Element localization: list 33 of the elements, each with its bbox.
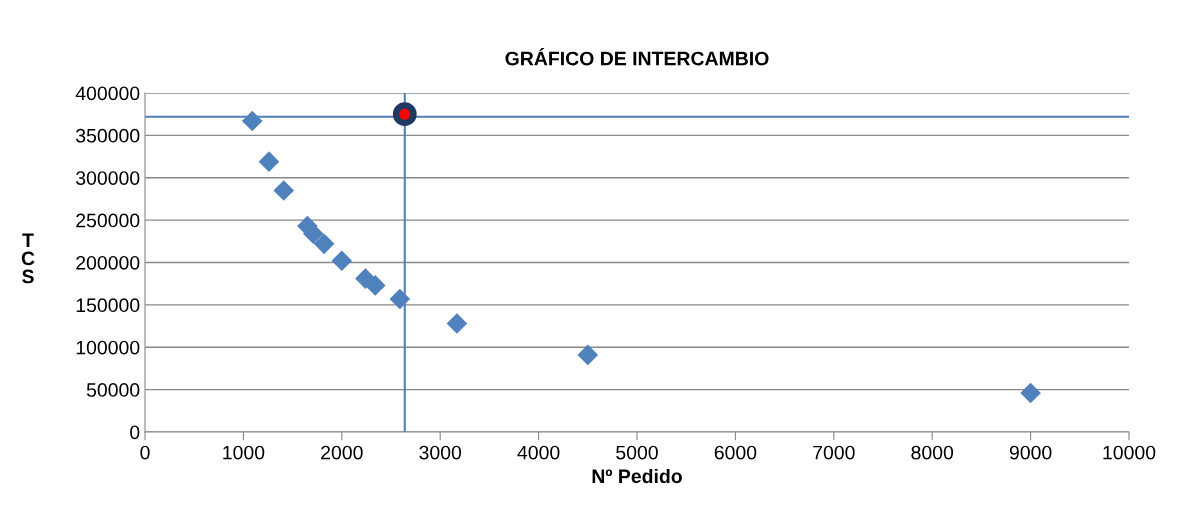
y-tick-label: 50000 <box>86 383 140 397</box>
y-tick-label: 150000 <box>76 298 140 313</box>
point <box>364 275 386 296</box>
y-axis-title: TCS <box>21 233 35 284</box>
x-tick-label: 5000 <box>616 445 658 460</box>
x-axis-title: Nº Pedido <box>592 468 682 484</box>
x-tick-label: 7000 <box>813 445 855 460</box>
y-tick-label: 350000 <box>76 128 140 143</box>
point <box>1020 382 1041 404</box>
x-tick-label: 2000 <box>321 445 363 460</box>
point <box>577 344 599 366</box>
point <box>273 180 295 201</box>
point <box>313 233 335 255</box>
point <box>241 110 263 132</box>
point <box>389 288 411 310</box>
y-tick-label: 250000 <box>76 213 140 228</box>
y-tick-label: 200000 <box>76 255 140 270</box>
x-tick-label: 8000 <box>911 445 954 460</box>
y-tick-label: 400000 <box>75 86 140 101</box>
point <box>446 313 468 334</box>
point <box>331 250 353 272</box>
x-tick-label: 0 <box>140 445 150 460</box>
y-tick-label: 100000 <box>76 340 140 355</box>
y-tick-label: 0 <box>130 425 140 440</box>
point <box>258 151 280 172</box>
x-tick-label: 4000 <box>517 445 560 460</box>
chart-title: GRÁFICO DE INTERCAMBIO <box>505 47 769 66</box>
x-tick-label: 6000 <box>714 445 757 460</box>
x-tick-label: 1000 <box>223 445 265 460</box>
y-tick-label: 300000 <box>76 171 140 185</box>
x-tick-label: 9000 <box>1009 445 1052 460</box>
x-tick-label: 10000 <box>1103 445 1156 460</box>
x-tick-label: 3000 <box>419 445 462 460</box>
